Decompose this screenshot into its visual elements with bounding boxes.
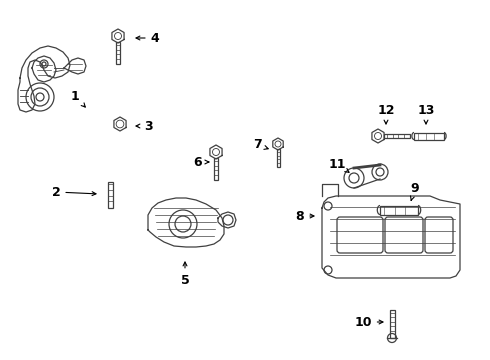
Bar	[107, 182, 113, 208]
Bar	[276, 149, 279, 167]
Bar	[414, 132, 444, 139]
Bar	[116, 42, 120, 64]
Text: 6: 6	[194, 156, 209, 168]
Text: 4: 4	[136, 31, 159, 45]
Bar	[214, 158, 218, 180]
Bar	[380, 206, 418, 215]
Text: 3: 3	[136, 120, 152, 132]
Bar	[390, 310, 394, 338]
Text: 13: 13	[417, 104, 435, 124]
Text: 2: 2	[51, 185, 96, 198]
Text: 12: 12	[377, 104, 395, 124]
Text: 8: 8	[295, 210, 314, 222]
Text: 1: 1	[71, 90, 85, 107]
Text: 9: 9	[411, 181, 419, 201]
Text: 5: 5	[181, 262, 189, 287]
Text: 7: 7	[253, 139, 268, 152]
Text: 10: 10	[354, 315, 383, 328]
Bar	[384, 134, 410, 138]
Text: 11: 11	[328, 158, 349, 172]
